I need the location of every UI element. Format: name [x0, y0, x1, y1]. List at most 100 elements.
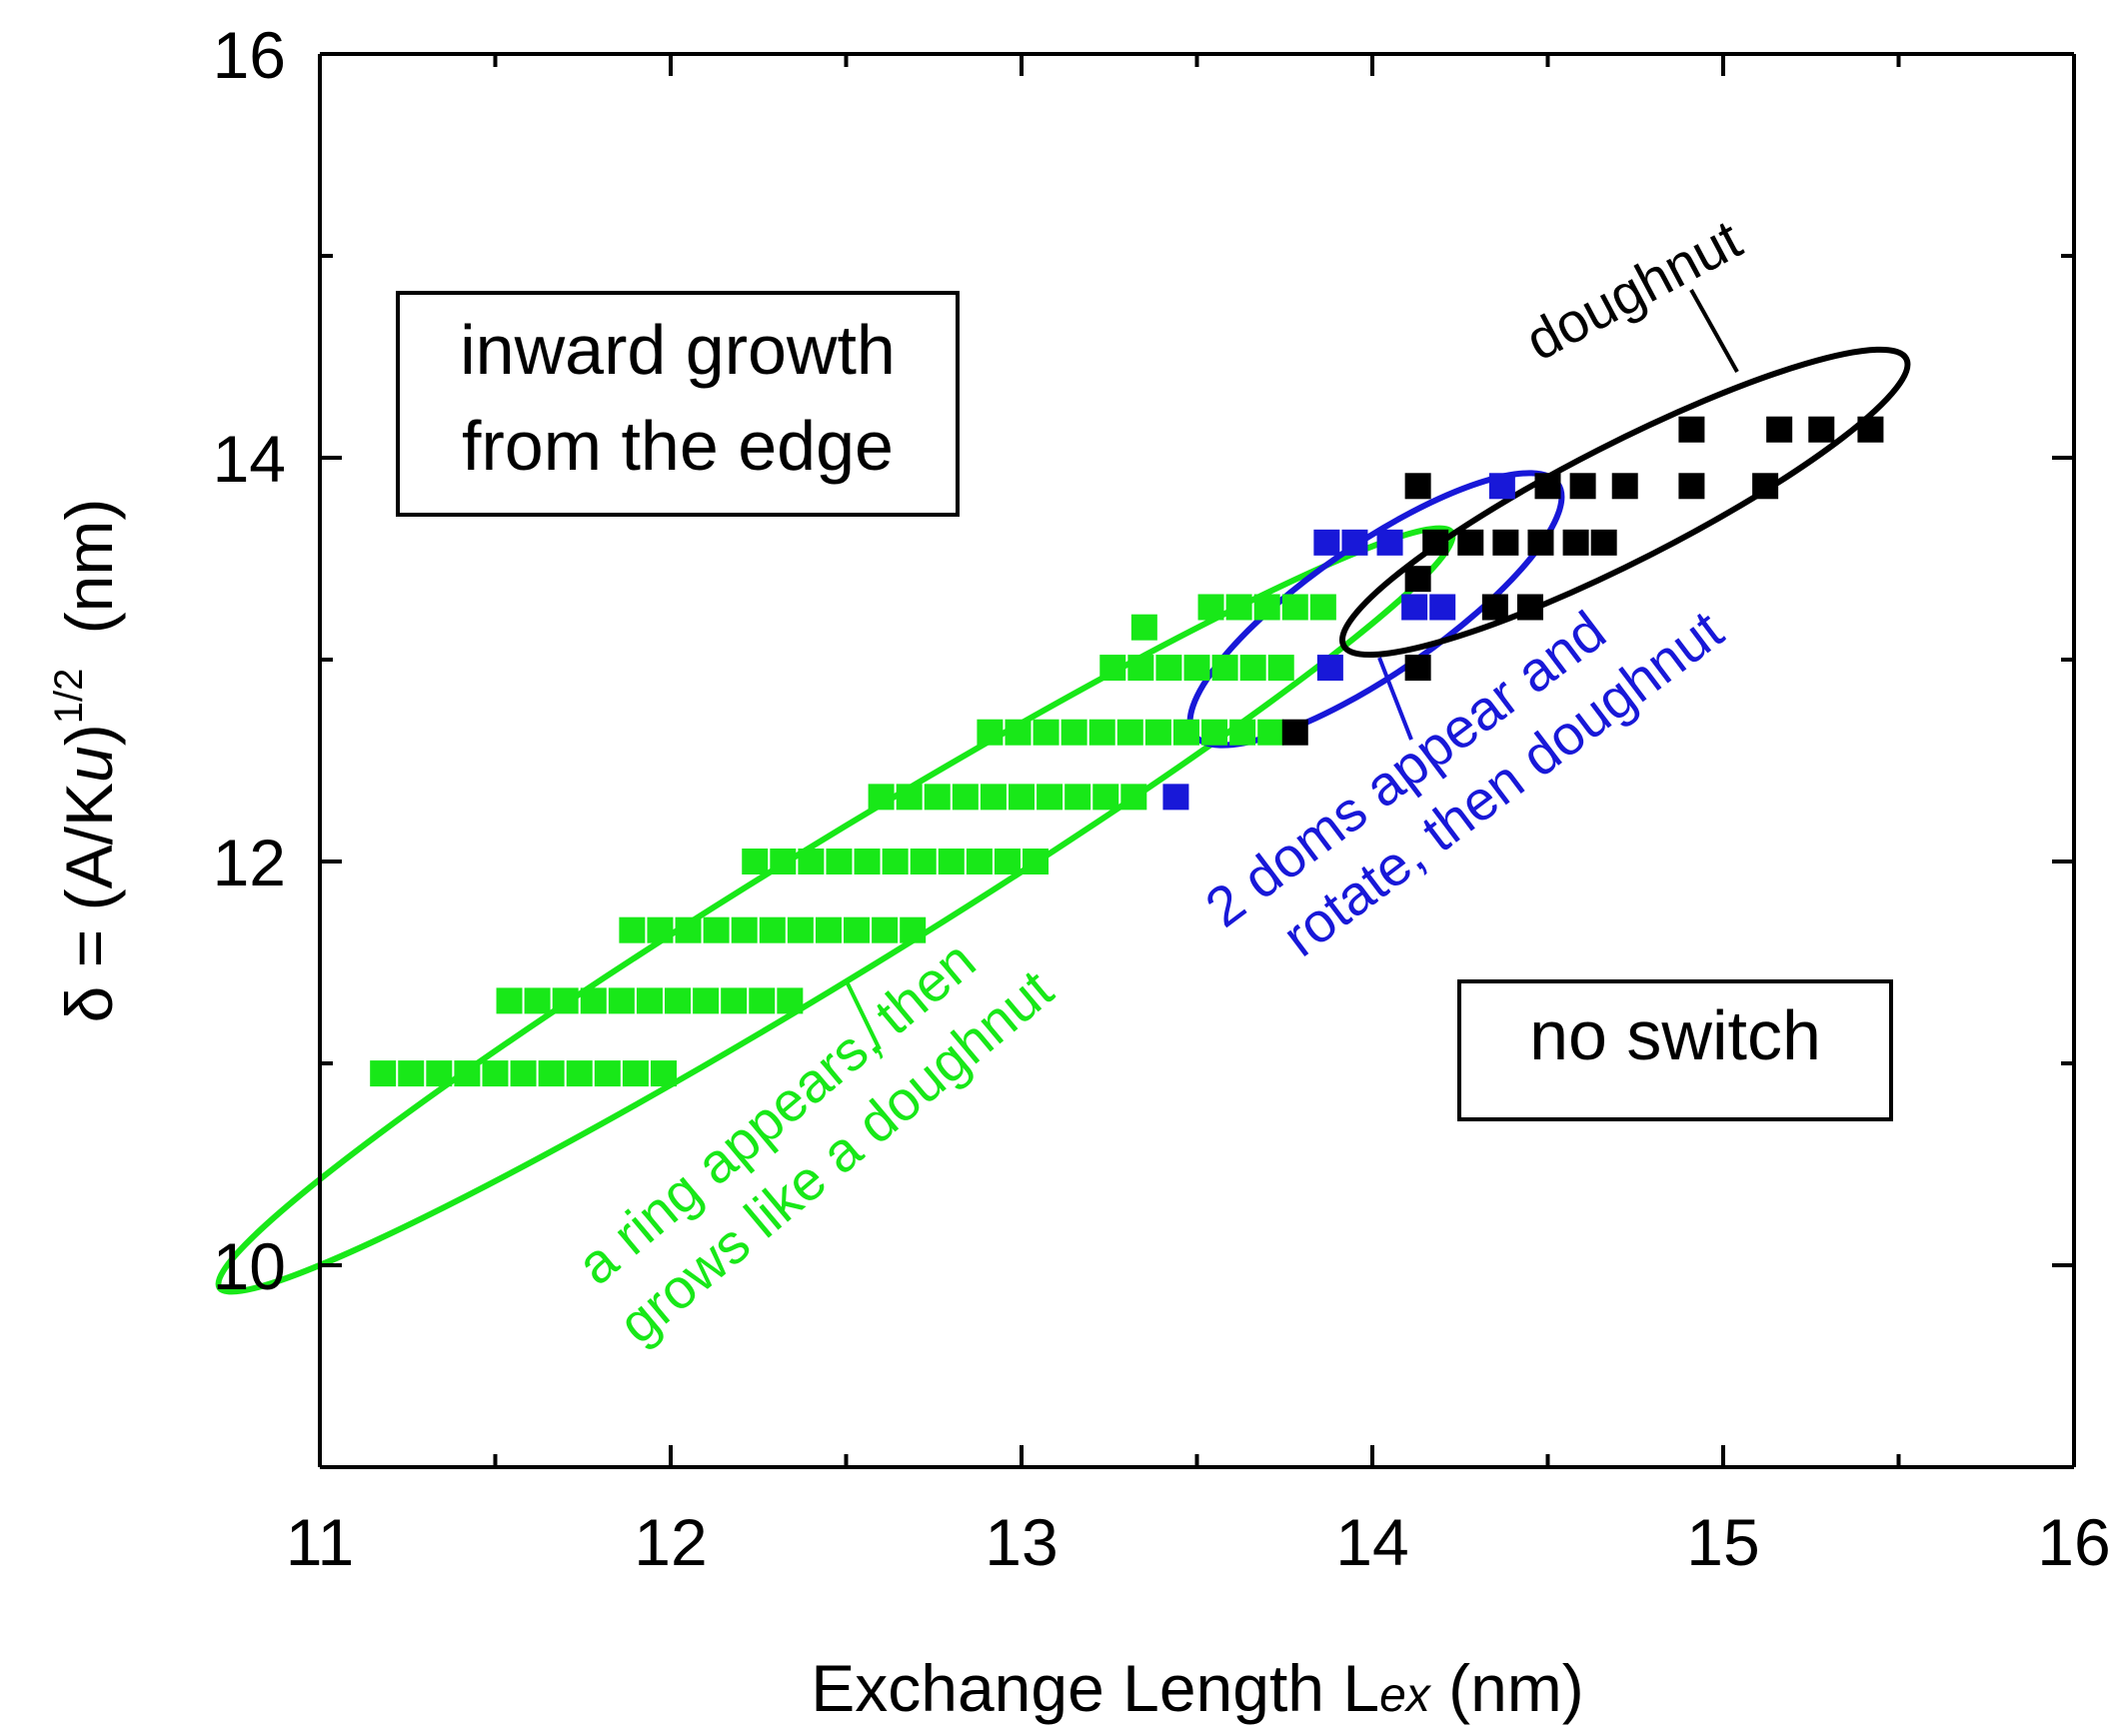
data-point-black — [1422, 529, 1449, 556]
data-point-black — [1569, 473, 1596, 500]
data-point-green — [566, 1060, 593, 1087]
data-point-black — [1678, 473, 1705, 500]
data-point-green — [872, 916, 899, 943]
data-point-black — [1404, 473, 1431, 500]
data-point-green — [1172, 719, 1199, 746]
data-point-green — [703, 916, 730, 943]
data-point-green — [608, 987, 635, 1014]
data-point-green — [1253, 594, 1280, 621]
data-point-green — [636, 987, 663, 1014]
data-point-black — [1404, 655, 1431, 682]
data-point-green — [524, 987, 551, 1014]
data-point-green — [1037, 784, 1063, 811]
data-point-green — [924, 784, 951, 811]
data-point-green — [1092, 784, 1119, 811]
y-tick-label: 12 — [213, 826, 286, 899]
data-point-green — [650, 1060, 677, 1087]
no-switch-frame — [1457, 979, 1893, 1121]
data-point-green — [1005, 719, 1032, 746]
data-point-black — [1404, 566, 1431, 593]
data-point-green — [770, 849, 797, 874]
data-point-green — [1088, 719, 1115, 746]
x-axis-title: Exchange Length Lex (nm) — [811, 1651, 1584, 1725]
data-point-green — [980, 784, 1007, 811]
data-point-green — [1009, 784, 1035, 811]
data-point-blue — [1316, 655, 1343, 682]
data-point-green — [994, 849, 1021, 874]
data-point-black — [1457, 529, 1484, 556]
data-point-green — [798, 849, 825, 874]
x-tick-label: 13 — [985, 1505, 1058, 1579]
data-point-green — [1183, 655, 1210, 682]
data-point-green — [910, 849, 937, 874]
data-point-green — [1127, 655, 1154, 682]
data-point-green — [787, 916, 814, 943]
data-point-green — [398, 1060, 425, 1087]
data-point-black — [1590, 529, 1617, 556]
data-point-black — [1281, 719, 1308, 746]
data-point-green — [370, 1060, 397, 1087]
data-point-green — [938, 849, 965, 874]
y-tick-label: 14 — [213, 422, 286, 496]
data-point-green — [1281, 594, 1308, 621]
data-point-green — [580, 987, 607, 1014]
data-point-green — [482, 1060, 509, 1087]
data-point-green — [1061, 719, 1087, 746]
data-point-green — [1267, 655, 1294, 682]
data-point-green — [1033, 719, 1060, 746]
data-point-green — [1239, 655, 1266, 682]
data-point-green — [665, 987, 692, 1014]
data-point-green — [510, 1060, 537, 1087]
data-point-green — [844, 916, 871, 943]
data-point-green — [454, 1060, 481, 1087]
blue-leader — [1377, 657, 1413, 741]
data-point-blue — [1488, 473, 1515, 500]
data-point-green — [868, 784, 895, 811]
data-point-black — [1857, 416, 1884, 443]
data-point-green — [815, 916, 842, 943]
x-tick-label: 15 — [1686, 1505, 1759, 1579]
x-tick-label: 16 — [2037, 1505, 2110, 1579]
data-point-green — [896, 784, 923, 811]
data-point-green — [742, 849, 769, 874]
data-point-blue — [1341, 529, 1368, 556]
data-point-green — [777, 987, 804, 1014]
data-point-green — [1023, 849, 1050, 874]
data-point-green — [1120, 784, 1147, 811]
data-point-green — [1257, 719, 1284, 746]
data-point-green — [538, 1060, 565, 1087]
data-point-black — [1492, 529, 1519, 556]
data-point-green — [977, 719, 1004, 746]
data-point-green — [952, 784, 979, 811]
region-ellipse-black — [1338, 346, 1911, 659]
data-point-blue — [1376, 529, 1403, 556]
inward-growth-frame — [396, 291, 960, 517]
data-point-green — [966, 849, 993, 874]
ticks — [318, 52, 2076, 1469]
tick-labels: 11 12 13 14 15 16 10 12 14 16 — [213, 18, 2111, 1579]
inward-growth-line-2: from the edge — [462, 407, 894, 485]
data-point-green — [1130, 614, 1157, 641]
x-tick-label: 14 — [1335, 1505, 1408, 1579]
data-point-green — [693, 987, 720, 1014]
data-point-green — [721, 987, 748, 1014]
data-point-green — [496, 987, 523, 1014]
data-point-green — [1211, 655, 1238, 682]
data-point-green — [749, 987, 776, 1014]
x-tick-label: 11 — [286, 1505, 355, 1579]
data-point-blue — [1401, 594, 1428, 621]
data-point-green — [882, 849, 909, 874]
data-point-black — [1678, 416, 1705, 443]
data-point-green — [647, 916, 674, 943]
data-point-green — [594, 1060, 621, 1087]
data-point-green — [619, 916, 646, 943]
green-label: a ring appears, then grows like a doughn… — [565, 928, 1064, 1355]
data-point-green — [1197, 594, 1224, 621]
no-switch-label: no switch — [1529, 996, 1821, 1074]
data-point-green — [1225, 594, 1252, 621]
data-point-green — [759, 916, 786, 943]
data-point-green — [675, 916, 702, 943]
doughnut-label: doughnut — [1515, 207, 1751, 372]
data-point-blue — [1162, 784, 1189, 811]
